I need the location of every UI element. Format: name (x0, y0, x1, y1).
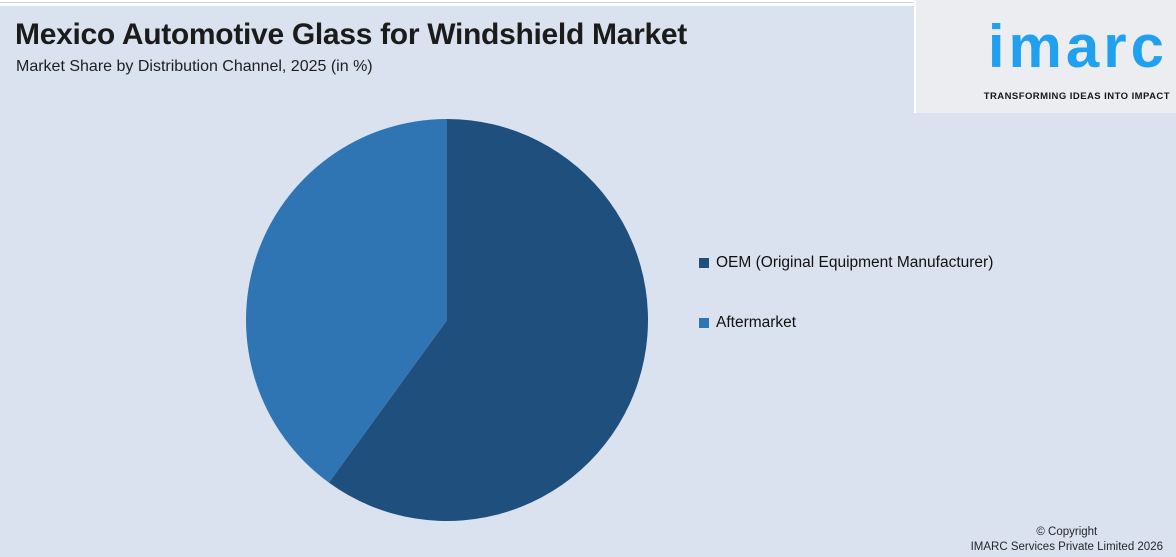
chart-legend: OEM (Original Equipment Manufacturer) Af… (699, 254, 993, 374)
legend-swatch-aftermarket (699, 318, 709, 328)
legend-label-aftermarket: Aftermarket (716, 314, 797, 331)
pie-slice-1 (246, 119, 447, 483)
copyright-line2: IMARC Services Private Limited 2026 (970, 541, 1163, 553)
top-border-strip (0, 0, 1176, 6)
legend-swatch-oem (699, 258, 709, 268)
imarc-logo-tagline: TRANSFORMING IDEAS INTO IMPACT (983, 91, 1170, 102)
copyright-line1: © Copyright (1036, 526, 1098, 538)
imarc-logo: imarc TRANSFORMING IDEAS INTO IMPACT (914, 0, 1176, 113)
copyright-notice: © Copyright IMARC Services Private Limit… (971, 525, 1163, 555)
legend-label-oem: OEM (Original Equipment Manufacturer) (716, 254, 994, 271)
pie-chart (246, 119, 649, 521)
page-title: Mexico Automotive Glass for Windshield M… (15, 18, 687, 51)
legend-item-aftermarket: Aftermarket (699, 314, 993, 332)
legend-item-oem: OEM (Original Equipment Manufacturer) (699, 254, 993, 272)
pie-chart-container (242, 115, 652, 525)
page-subtitle: Market Share by Distribution Channel, 20… (16, 58, 373, 75)
pie-slice-0 (328, 119, 649, 521)
imarc-logo-wordmark: imarc (987, 13, 1168, 80)
